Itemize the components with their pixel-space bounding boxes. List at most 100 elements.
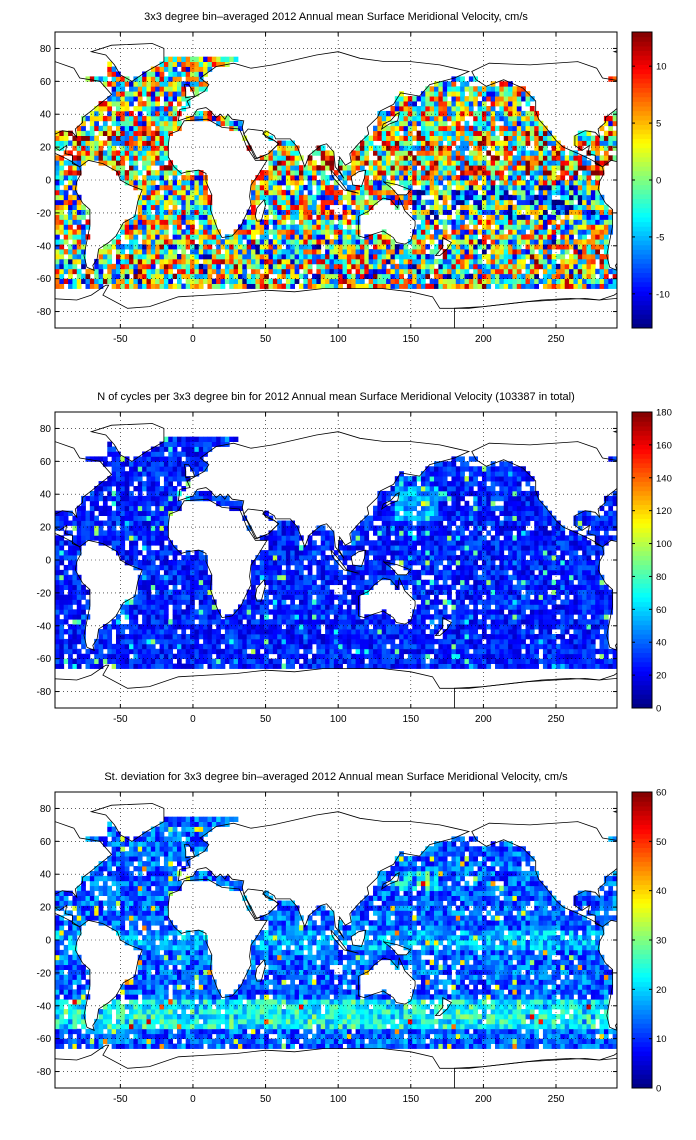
heatmap-cell bbox=[477, 194, 483, 201]
heatmap-cell bbox=[486, 110, 492, 117]
heatmap-cell bbox=[355, 184, 361, 191]
heatmap-cell bbox=[486, 106, 492, 112]
heatmap-cell bbox=[207, 653, 213, 660]
heatmap-cell bbox=[129, 170, 134, 176]
heatmap-cell bbox=[137, 180, 143, 186]
heatmap-cell bbox=[551, 283, 557, 289]
heatmap-cell bbox=[163, 214, 169, 220]
heatmap-cell bbox=[547, 199, 553, 206]
heatmap-cell bbox=[137, 629, 143, 635]
heatmap-cell bbox=[481, 194, 487, 201]
heatmap-cell bbox=[603, 130, 609, 136]
heatmap-cell bbox=[512, 86, 518, 92]
heatmap-cell bbox=[582, 249, 587, 255]
heatmap-cell bbox=[529, 135, 535, 141]
heatmap-cell bbox=[251, 283, 256, 289]
heatmap-cell bbox=[146, 594, 152, 600]
heatmap-cell bbox=[499, 254, 505, 260]
heatmap-cell bbox=[438, 268, 444, 275]
heatmap-cell bbox=[377, 273, 383, 280]
colorbar-segment bbox=[632, 50, 652, 56]
heatmap-cell bbox=[338, 224, 343, 230]
heatmap-cell bbox=[172, 476, 178, 482]
heatmap-cell bbox=[246, 239, 252, 245]
heatmap-cell bbox=[434, 170, 439, 176]
heatmap-cell bbox=[455, 189, 461, 196]
heatmap-cell bbox=[146, 550, 152, 556]
heatmap-cell bbox=[442, 96, 448, 102]
heatmap-cell bbox=[85, 130, 91, 136]
heatmap-cell bbox=[272, 214, 278, 220]
heatmap-cell bbox=[155, 609, 160, 615]
heatmap-cell bbox=[381, 258, 387, 265]
heatmap-cell bbox=[176, 500, 182, 507]
heatmap-cell bbox=[320, 234, 326, 240]
heatmap-cell bbox=[346, 175, 352, 181]
heatmap-cell bbox=[373, 170, 378, 176]
heatmap-cell bbox=[124, 145, 130, 151]
heatmap-cell bbox=[420, 160, 426, 166]
heatmap-cell bbox=[447, 86, 452, 92]
heatmap-cell bbox=[102, 150, 108, 156]
heatmap-cell bbox=[242, 249, 248, 255]
heatmap-cell bbox=[120, 249, 126, 255]
heatmap-cell bbox=[290, 258, 296, 265]
heatmap-cell bbox=[176, 268, 182, 275]
heatmap-cell bbox=[155, 120, 160, 127]
heatmap-cell bbox=[142, 515, 147, 521]
heatmap-cell bbox=[412, 273, 417, 280]
heatmap-cell bbox=[490, 194, 496, 201]
heatmap-cell bbox=[115, 476, 121, 482]
heatmap-cell bbox=[495, 278, 500, 284]
heatmap-cell bbox=[447, 125, 452, 132]
heatmap-cell bbox=[316, 204, 322, 210]
heatmap-cell bbox=[438, 258, 444, 265]
heatmap-cell bbox=[150, 490, 156, 497]
heatmap-cell bbox=[190, 180, 195, 186]
heatmap-cell bbox=[264, 278, 269, 284]
heatmap-cell bbox=[542, 165, 548, 171]
heatmap-cell bbox=[137, 530, 143, 536]
heatmap-cell bbox=[534, 120, 539, 127]
heatmap-cell bbox=[137, 648, 143, 655]
heatmap-cell bbox=[525, 268, 531, 275]
heatmap-cell bbox=[468, 130, 474, 136]
heatmap-cell bbox=[285, 140, 291, 146]
heatmap-cell bbox=[55, 564, 60, 571]
heatmap-cell bbox=[172, 634, 178, 640]
heatmap-cell bbox=[133, 505, 139, 512]
heatmap-cell bbox=[89, 515, 95, 521]
heatmap-cell bbox=[285, 229, 291, 235]
heatmap-cell bbox=[146, 515, 152, 521]
heatmap-cell bbox=[155, 614, 160, 620]
heatmap-cell bbox=[486, 224, 492, 230]
heatmap-cell bbox=[59, 278, 65, 284]
heatmap-cell bbox=[355, 204, 361, 210]
heatmap-cell bbox=[115, 481, 121, 487]
heatmap-cell bbox=[534, 209, 539, 215]
heatmap-cell bbox=[203, 574, 208, 581]
heatmap-cell bbox=[94, 663, 99, 669]
heatmap-cell bbox=[455, 219, 461, 225]
heatmap-cell bbox=[582, 254, 587, 260]
heatmap-cell bbox=[107, 515, 113, 521]
heatmap-cell bbox=[81, 160, 86, 166]
heatmap-cell bbox=[525, 115, 531, 122]
heatmap-cell bbox=[150, 471, 156, 477]
heatmap-cell bbox=[85, 278, 91, 284]
heatmap-cell bbox=[111, 663, 117, 669]
heatmap-cell bbox=[420, 91, 426, 97]
heatmap-cell bbox=[172, 624, 178, 630]
heatmap-cell bbox=[573, 244, 579, 250]
heatmap-cell bbox=[486, 244, 492, 250]
heatmap-cell bbox=[477, 175, 483, 181]
heatmap-cell bbox=[55, 609, 60, 615]
heatmap-cell bbox=[63, 194, 69, 201]
heatmap-cell bbox=[168, 189, 174, 196]
heatmap-cell bbox=[163, 140, 169, 146]
heatmap-cell bbox=[185, 461, 191, 467]
heatmap-cell bbox=[473, 160, 478, 166]
heatmap-cell bbox=[451, 125, 457, 132]
heatmap-cell bbox=[194, 609, 200, 615]
heatmap-cell bbox=[207, 663, 213, 669]
